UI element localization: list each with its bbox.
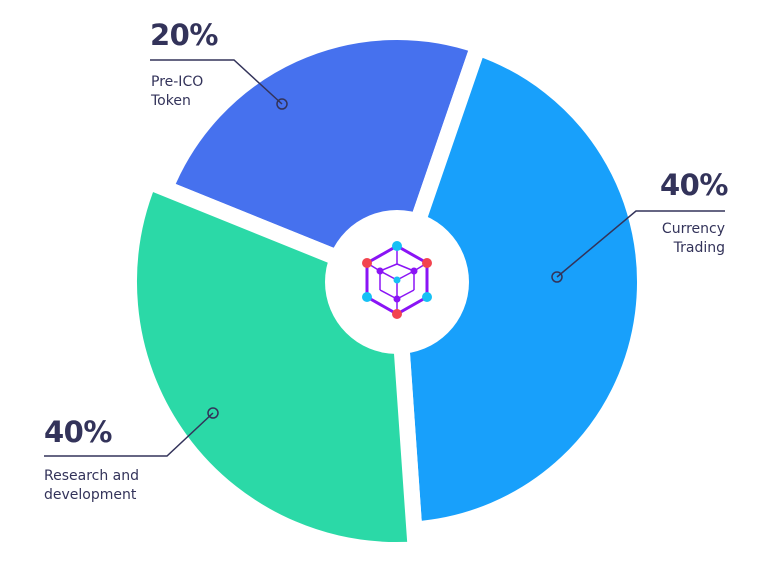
leader-line-1	[556, 210, 725, 278]
logo-node	[422, 258, 432, 268]
logo-node	[362, 292, 372, 302]
slice-label-currency: Currency Trading	[661, 221, 725, 256]
leader-dot-2	[207, 407, 219, 419]
logo-node	[392, 309, 402, 319]
slice-label-pre-ico: Pre-ICO Token	[151, 74, 204, 109]
leader-line-0	[150, 59, 283, 105]
pie-slice-1	[388, 37, 653, 538]
logo-node	[422, 292, 432, 302]
logo-node	[410, 267, 418, 275]
logo-node	[362, 258, 372, 268]
logo-node	[393, 276, 401, 284]
leader-dot-1	[551, 271, 563, 283]
slice-value-label-currency: 40%	[660, 168, 728, 202]
logo-node	[393, 295, 401, 303]
logo-node	[376, 267, 384, 275]
leader-dot-0	[276, 98, 288, 110]
leader-line-2	[44, 412, 214, 457]
hexagon-cube-network-icon	[362, 241, 432, 319]
slice-value-label-pre-ico: 20%	[150, 18, 218, 52]
slice-label-research: Research and development	[44, 468, 140, 503]
slice-value-label-research: 40%	[44, 415, 112, 449]
logo-node	[392, 241, 402, 251]
